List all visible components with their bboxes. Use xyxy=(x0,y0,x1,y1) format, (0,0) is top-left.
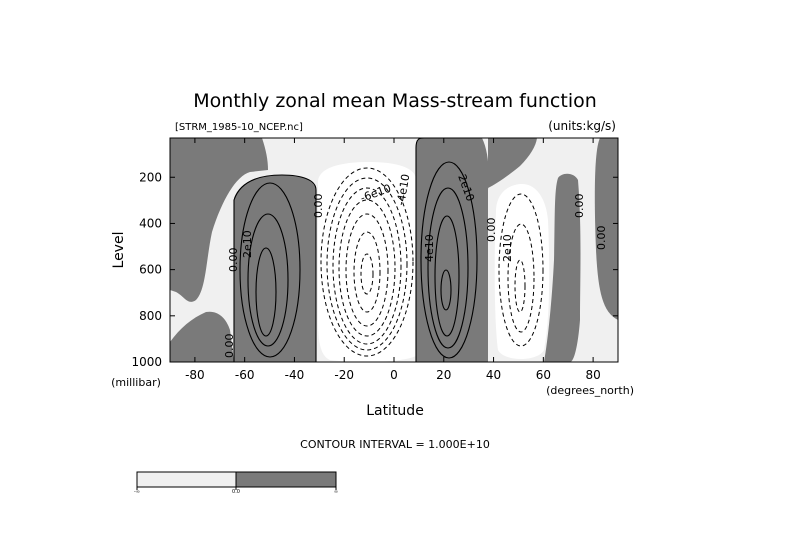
contour-label: -4e10 xyxy=(394,173,412,207)
y-tick-label: 200 xyxy=(139,170,162,184)
y-tick-label: 600 xyxy=(139,263,162,277)
southern-neg-contour-2 xyxy=(326,177,408,351)
chart-title: Monthly zonal mean Mass-stream function xyxy=(193,90,597,112)
x-tick-label: 40 xyxy=(486,368,501,382)
southern-cell-contour-1 xyxy=(239,182,301,358)
negative-contours xyxy=(320,167,544,357)
x-tick-label: 0 xyxy=(390,368,398,382)
northern-positive-cell-shade xyxy=(416,138,489,362)
southern-neg-contour-3 xyxy=(332,187,402,345)
y-tick-label: 400 xyxy=(139,216,162,230)
contour-label: 0.00 xyxy=(227,248,240,273)
southern-neg-contour-6 xyxy=(353,231,381,313)
file-label: [STRM_1985-10_NCEP.nc] xyxy=(175,122,303,133)
northern-cell-contour-4 xyxy=(440,269,452,311)
southern-neg-contour-1 xyxy=(320,167,414,357)
contour-label: 2e10 xyxy=(501,234,514,262)
x-tick-label: -60 xyxy=(235,368,255,382)
x-axis: -80 -60 -40 -20 0 20 40 60 80 xyxy=(185,138,601,382)
northern-cell-contour-3 xyxy=(434,215,460,337)
colorbar-negative-box xyxy=(136,471,237,488)
colorbar: -∞ 0.0 ∞ xyxy=(134,471,338,495)
top-right-shade xyxy=(488,138,537,188)
contour-label: 0.00 xyxy=(573,194,586,219)
y-tick-label: 1000 xyxy=(131,355,162,369)
contour-plot-area: 0.00 2e10 0.00 0.00 -6e10 -4e10 4e10 2e1… xyxy=(169,137,619,363)
southern-neg-contour-7 xyxy=(360,253,374,295)
y-axis: 1000 800 600 400 200 xyxy=(131,170,618,369)
x-tick-label: 80 xyxy=(585,368,600,382)
colorbar-tick-label: ∞ xyxy=(334,489,338,495)
contour-label: 0.00 xyxy=(485,218,498,243)
northern-negative-cell-fill xyxy=(494,184,550,359)
contour-label: 0.00 xyxy=(223,334,236,359)
colorbar-tick-label: -∞ xyxy=(134,489,140,495)
contour-label: 4e10 xyxy=(423,234,436,262)
northern-cell-contour-2 xyxy=(427,187,469,349)
x-tick-label: -20 xyxy=(334,368,354,382)
contour-label: 0.00 xyxy=(312,194,325,219)
contour-label-layer: 0.00 2e10 0.00 0.00 -6e10 -4e10 4e10 2e1… xyxy=(223,173,608,358)
colorbar-tick-label: 0.0 xyxy=(232,489,240,495)
zero-contour-left xyxy=(233,174,317,362)
x-tick-label: 60 xyxy=(536,368,551,382)
positive-contours xyxy=(233,137,478,362)
units-label: (units:kg/s) xyxy=(548,119,616,133)
contour-label: 0.00 xyxy=(595,226,608,251)
southern-neg-contour-4 xyxy=(338,199,396,337)
contour-label: 2e10 xyxy=(241,230,254,258)
colorbar-positive-box xyxy=(235,471,337,488)
x-tick-label: -40 xyxy=(285,368,305,382)
southern-neg-contour-5 xyxy=(345,213,389,327)
x-tick-label: 20 xyxy=(436,368,451,382)
y-unit-label: (millibar) xyxy=(111,376,161,389)
southern-cell-contour-2 xyxy=(247,213,289,347)
x-unit-label: (degrees_north) xyxy=(546,384,634,397)
northern-cell-contour-1 xyxy=(420,161,478,359)
y-tick-label: 800 xyxy=(139,309,162,323)
northern-band-shade xyxy=(544,173,581,362)
x-tick-label: -80 xyxy=(185,368,205,382)
right-edge-shade xyxy=(594,138,618,320)
bottom-left-shade xyxy=(170,311,234,362)
y-axis-label: Level xyxy=(111,232,127,269)
northern-neg-contour-1 xyxy=(498,193,544,347)
left-boundary-shade xyxy=(170,138,268,302)
x-axis-label: Latitude xyxy=(366,403,424,419)
contour-interval-text: CONTOUR INTERVAL = 1.000E+10 xyxy=(300,438,490,451)
northern-neg-contour-3 xyxy=(514,259,526,313)
southern-cell-contour-3 xyxy=(255,247,277,337)
northern-neg-contour-2 xyxy=(507,223,535,333)
